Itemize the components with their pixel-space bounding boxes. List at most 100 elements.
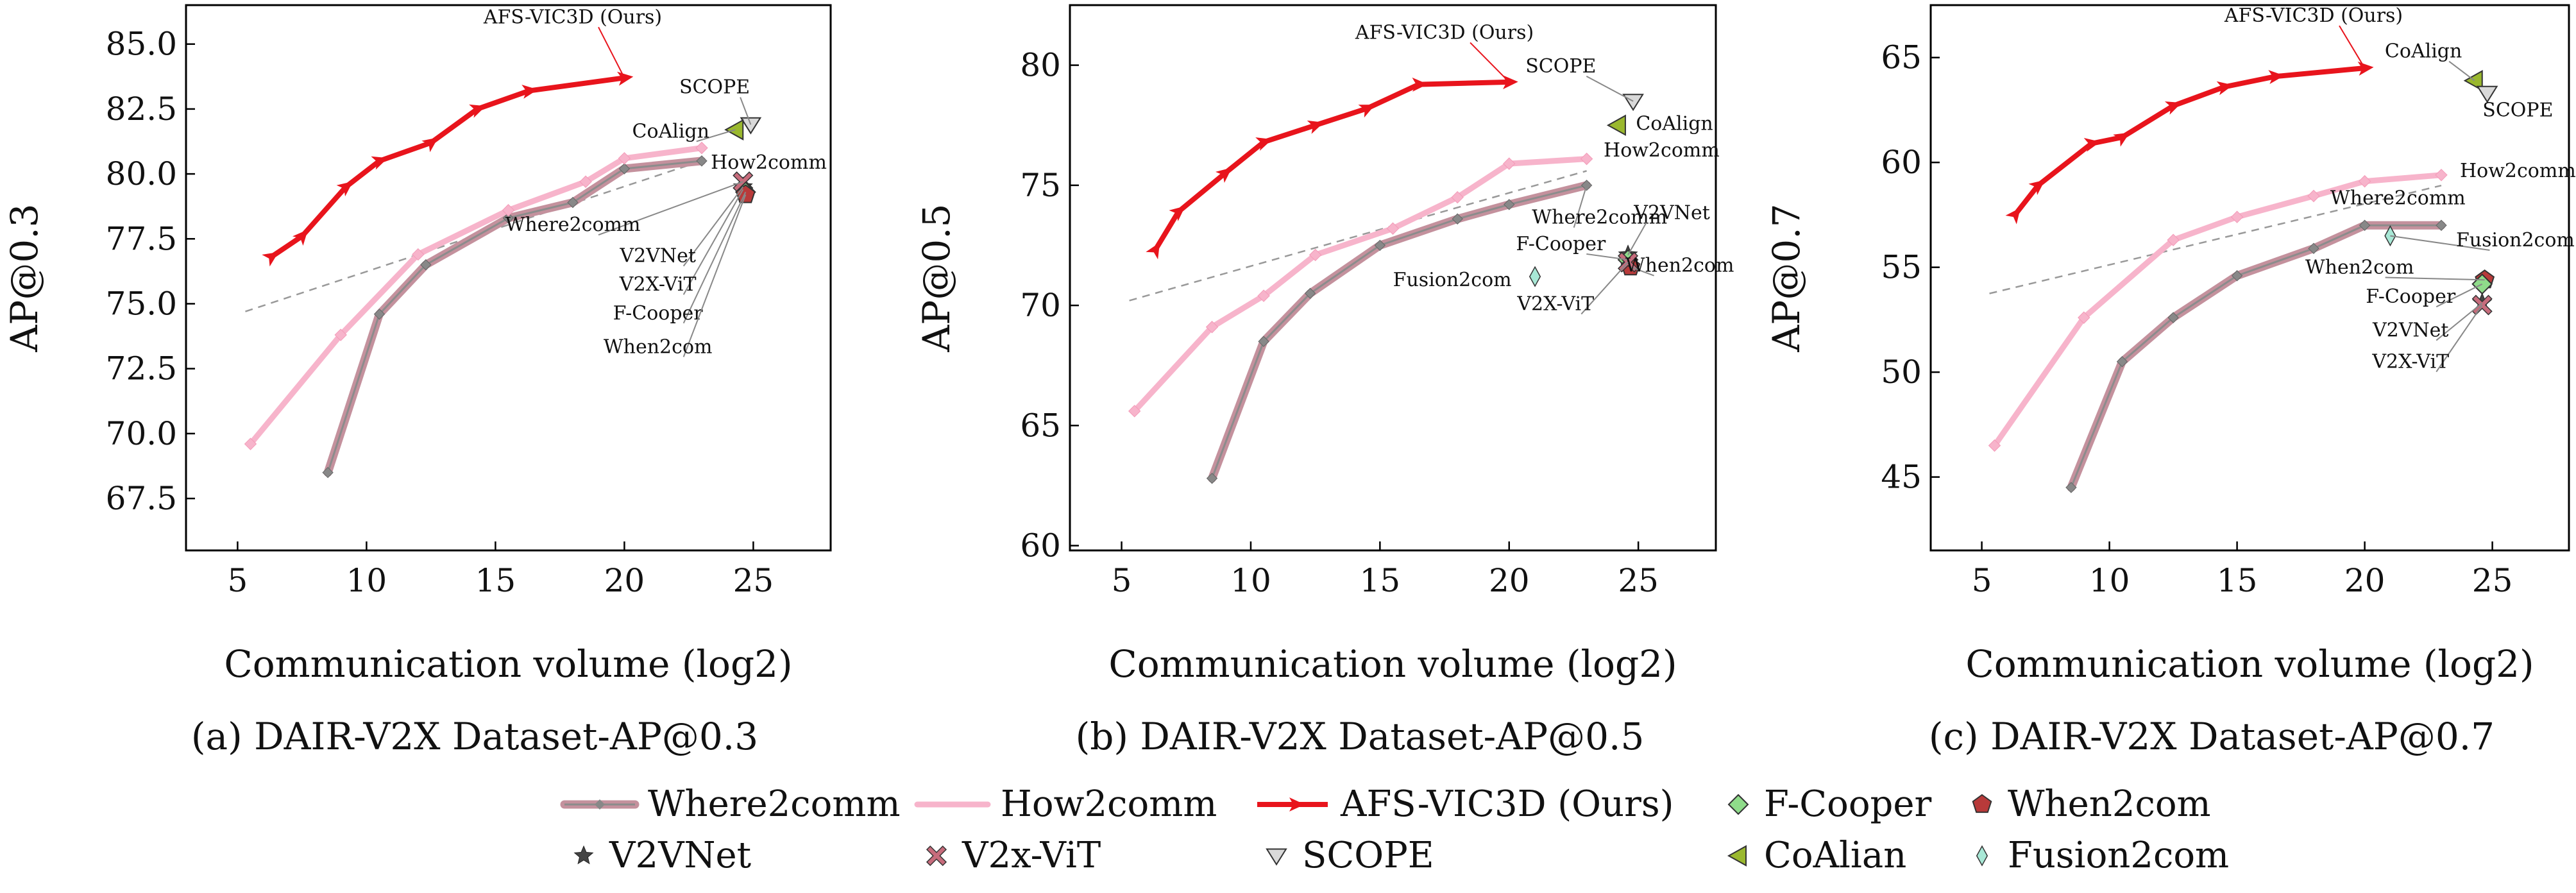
y-tick-label: 45 — [1881, 459, 1922, 496]
y-tick-label: 50 — [1881, 353, 1922, 391]
point-afs-vic3d-ours — [1412, 77, 1428, 92]
legend-label-f-cooper: F-Cooper — [1764, 783, 1932, 825]
y-tick-label: 80 — [1020, 47, 1061, 84]
annotation-label: AFS-VIC3D (Ours) — [483, 6, 662, 28]
y-tick-label: 60 — [1020, 527, 1061, 565]
subplot-caption: (c) DAIR-V2X Dataset-AP@0.7 — [1929, 715, 2495, 758]
annotation-arrow — [1573, 185, 1588, 228]
legend-marker-when2com — [1972, 794, 1992, 813]
annotation-arrow — [682, 186, 744, 267]
x-tick-label: 15 — [2217, 562, 2258, 599]
point-where2comm — [2167, 312, 2179, 323]
point-how2comm — [2230, 210, 2244, 223]
series-line-how2comm — [248, 145, 705, 447]
x-tick-label: 5 — [1972, 562, 1992, 599]
annotation-label: How2comm — [711, 151, 827, 174]
point-where2comm — [322, 466, 334, 479]
x-axis-title: Communication volume (log2) — [224, 642, 792, 686]
point-how2comm — [2435, 169, 2448, 182]
point-afs-vic3d-ours — [1307, 120, 1324, 134]
y-tick-label: 55 — [1881, 249, 1922, 286]
point-where2comm — [2116, 356, 2128, 368]
chart-panel-c: 5 10 15 20 25 45 50 55 60 65 Communication volume … — [1765, 4, 2576, 758]
x-tick-label: 20 — [2344, 562, 2385, 599]
annotation-label: V2VNet — [1633, 201, 1709, 224]
point-afs-vic3d-ours — [336, 181, 353, 197]
point-how2comm — [412, 248, 425, 261]
x-tick-label: 25 — [2472, 562, 2513, 599]
point-where2comm — [2231, 270, 2243, 282]
y-tick-label: 75 — [1020, 167, 1061, 204]
legend-marker-scope — [1266, 848, 1287, 866]
annotation-arrow — [2436, 302, 2483, 341]
point-how2comm — [1386, 222, 1400, 235]
point-how2comm — [1205, 321, 1219, 334]
point-where2comm — [373, 308, 386, 320]
x-tick-label: 25 — [733, 562, 774, 599]
point-how2comm — [695, 141, 708, 155]
point-how2comm — [1257, 289, 1270, 302]
point-afs-vic3d-ours — [1215, 167, 1232, 183]
point-where2comm — [1258, 336, 1269, 347]
annotation-arrow — [1586, 253, 1629, 260]
point-how2comm — [2358, 174, 2371, 188]
point-how2comm — [1988, 439, 2001, 452]
annotation-arrow — [2436, 304, 2483, 373]
point-afs-vic3d-ours — [292, 229, 309, 246]
annotation-label: SCOPE — [679, 76, 750, 99]
legend-label-scope: SCOPE — [1302, 835, 1434, 876]
annotation-label: AFS-VIC3D (Ours) — [1355, 21, 1534, 44]
point-afs-vic3d-ours — [469, 104, 486, 118]
chart-panel-b: 5 10 15 20 25 60 65 70 75 80 Communication volume … — [915, 4, 1734, 758]
point-afs-vic3d-ours — [421, 137, 439, 153]
point-afs-vic3d-ours — [521, 85, 538, 99]
annotation-label: When2com — [2305, 256, 2414, 278]
annotation-label: Fusion2com — [1393, 269, 1512, 291]
annotation-label: CoAlign — [2385, 40, 2462, 63]
point-afs-vic3d-ours — [2113, 132, 2130, 147]
trend-line — [1129, 170, 1587, 302]
annotation-label: V2X-ViT — [1516, 293, 1594, 316]
point-how2comm — [502, 204, 515, 217]
annotation-label: SCOPE — [1525, 55, 1596, 78]
x-axis-title: Communication volume (log2) — [1108, 642, 1677, 686]
point-how2comm — [334, 328, 347, 341]
series-line-afs-vic3d-ours — [2012, 65, 2368, 217]
point-afs-vic3d-ours — [2005, 207, 2021, 225]
point-where2comm — [567, 196, 579, 208]
legend-marker-fusion2com — [1976, 845, 1988, 867]
axes-frame — [1069, 4, 1717, 552]
annotation-label: V2X-ViT — [619, 273, 697, 296]
annotation-label: When2com — [604, 336, 713, 358]
x-tick-label: 20 — [604, 562, 645, 599]
marker-scope — [1622, 94, 1644, 112]
series-line-afs-vic3d-ours — [268, 75, 627, 260]
annotation-arrow — [682, 192, 747, 324]
annotation-arrow — [2390, 235, 2490, 251]
point-where2comm — [502, 212, 514, 224]
marker-fusion2com — [2384, 225, 2396, 247]
y-axis-title: AP@0.7 — [1765, 203, 1808, 352]
annotation-label: V2VNet — [619, 245, 695, 268]
point-afs-vic3d-ours — [2268, 70, 2285, 85]
annotation-arrow — [1586, 75, 1634, 102]
annotation-arrow — [1627, 222, 1647, 255]
point-how2comm — [1309, 248, 1322, 262]
y-axis-title: AP@0.5 — [915, 203, 958, 352]
series-line-where2comm — [1208, 181, 1591, 483]
annotation-label: Fusion2com — [2456, 229, 2575, 251]
series-line-how2comm — [1992, 172, 2445, 449]
annotation-arrow — [1630, 266, 1654, 276]
point-how2comm — [1580, 152, 1593, 166]
annotation-label: CoAlign — [632, 120, 709, 142]
point-how2comm — [579, 175, 592, 188]
annotation-label: F-Cooper — [2366, 285, 2456, 308]
point-how2comm — [1503, 157, 1516, 170]
y-tick-label: 67.5 — [106, 480, 177, 517]
legend-label-v2vnet: V2VNet — [609, 835, 752, 876]
x-tick-label: 5 — [227, 562, 248, 599]
point-afs-vic3d-ours — [1255, 137, 1273, 151]
annotation-arrow — [2448, 60, 2475, 81]
annotation-label: How2comm — [1604, 139, 1720, 162]
point-how2comm — [1451, 191, 1464, 204]
